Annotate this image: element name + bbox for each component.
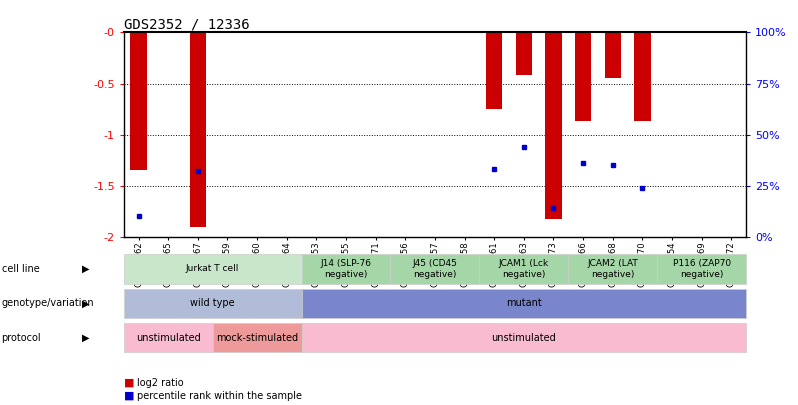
Bar bbox=[516, 32, 532, 75]
Bar bbox=[190, 32, 206, 227]
Text: GDS2352 / 12336: GDS2352 / 12336 bbox=[124, 17, 249, 31]
Bar bbox=[130, 32, 147, 171]
Text: Jurkat T cell: Jurkat T cell bbox=[186, 264, 239, 273]
Text: ▶: ▶ bbox=[82, 298, 90, 308]
Text: protocol: protocol bbox=[2, 333, 41, 343]
Text: ■: ■ bbox=[124, 391, 134, 401]
Text: unstimulated: unstimulated bbox=[492, 333, 556, 343]
Text: J45 (CD45
negative): J45 (CD45 negative) bbox=[413, 259, 457, 279]
Text: log2 ratio: log2 ratio bbox=[137, 378, 184, 388]
Text: mock-stimulated: mock-stimulated bbox=[216, 333, 298, 343]
Text: JCAM2 (LAT
negative): JCAM2 (LAT negative) bbox=[587, 259, 638, 279]
Bar bbox=[545, 32, 562, 219]
Text: genotype/variation: genotype/variation bbox=[2, 298, 94, 308]
Text: wild type: wild type bbox=[190, 298, 235, 308]
Bar bbox=[605, 32, 621, 79]
Text: ■: ■ bbox=[124, 378, 134, 388]
Text: J14 (SLP-76
negative): J14 (SLP-76 negative) bbox=[321, 259, 372, 279]
Text: ▶: ▶ bbox=[82, 264, 90, 274]
Text: percentile rank within the sample: percentile rank within the sample bbox=[137, 391, 302, 401]
Text: unstimulated: unstimulated bbox=[136, 333, 200, 343]
Bar bbox=[486, 32, 503, 109]
Bar bbox=[575, 32, 591, 122]
Text: JCAM1 (Lck
negative): JCAM1 (Lck negative) bbox=[499, 259, 549, 279]
Bar bbox=[634, 32, 650, 122]
Text: mutant: mutant bbox=[506, 298, 542, 308]
Text: ▶: ▶ bbox=[82, 333, 90, 343]
Text: P116 (ZAP70
negative): P116 (ZAP70 negative) bbox=[673, 259, 731, 279]
Text: cell line: cell line bbox=[2, 264, 39, 274]
